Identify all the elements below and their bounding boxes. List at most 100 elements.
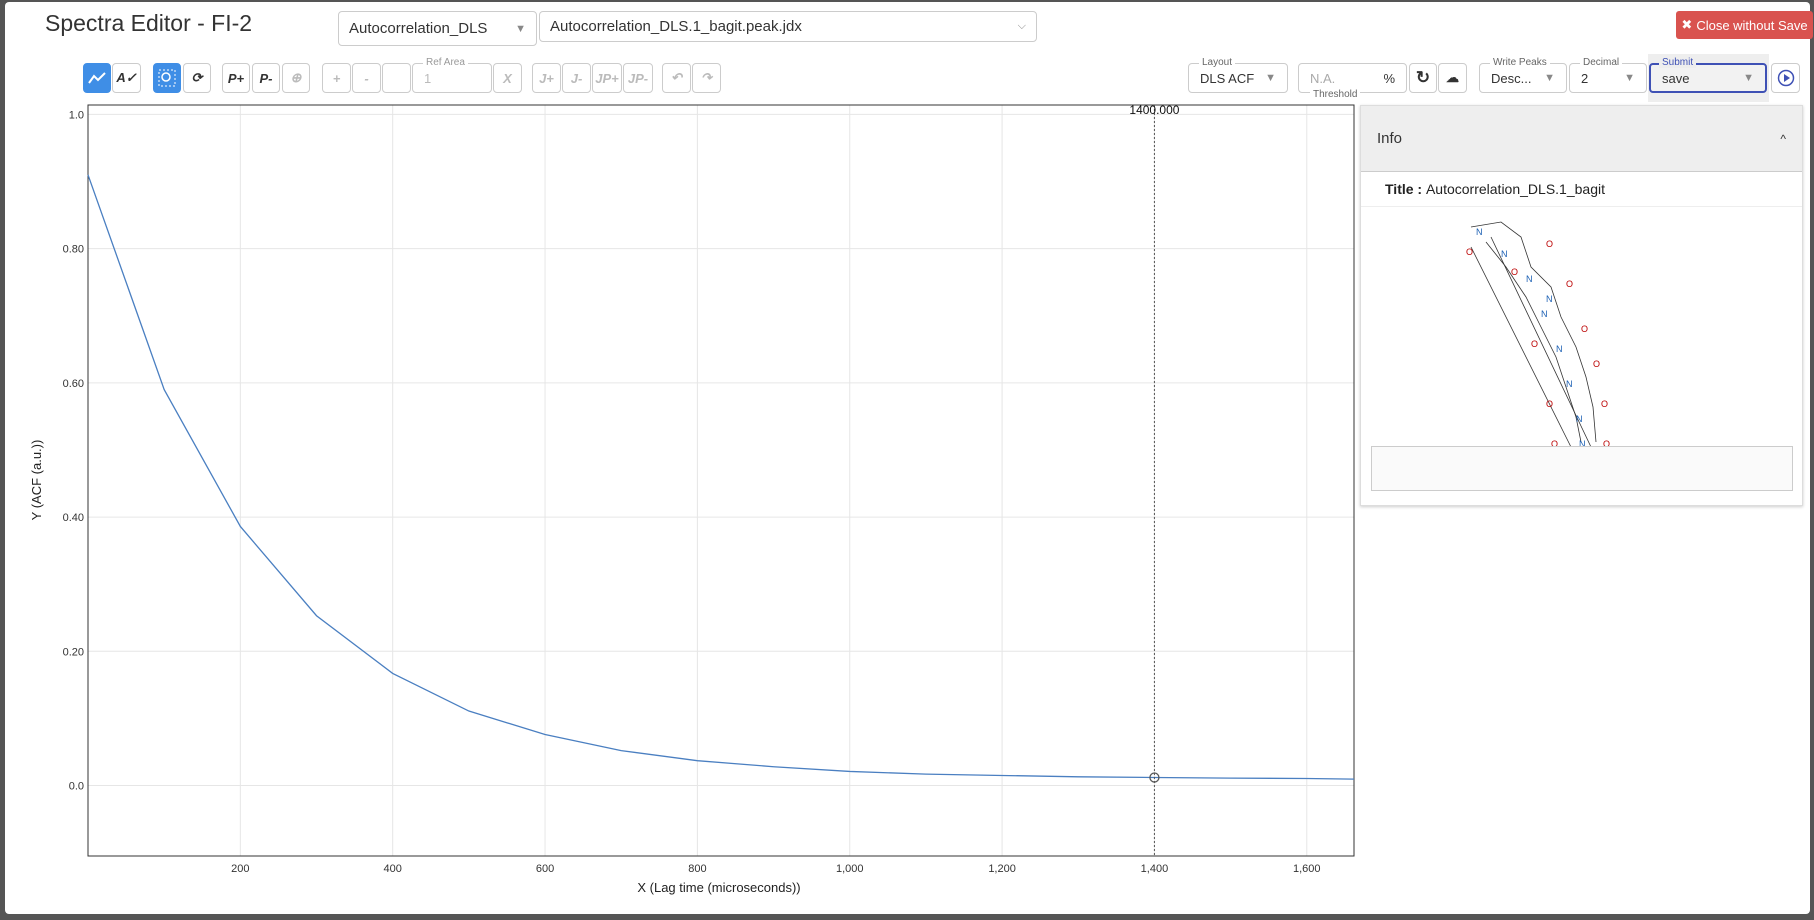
submit-select[interactable]: save ▼ Submit — [1649, 57, 1767, 93]
x-tick-label: 1,400 — [1141, 863, 1169, 875]
y-tick-label: 0.60 — [63, 378, 84, 390]
x-label: X — [503, 70, 512, 86]
x-axis-label: X (Lag time (microseconds)) — [637, 880, 800, 895]
submit-button[interactable] — [1771, 63, 1800, 93]
decimal-select[interactable]: 2 ▼ Decimal — [1569, 57, 1647, 93]
jp-add-label: JP+ — [595, 70, 619, 86]
submit-value: save — [1662, 70, 1690, 86]
caret-down-icon: ▼ — [1624, 72, 1635, 84]
y-tick-label: 1.0 — [69, 109, 84, 121]
caret-down-icon: ▼ — [1265, 72, 1276, 84]
undo-button[interactable]: ↶ — [662, 63, 691, 93]
redo-button[interactable]: ↷ — [692, 63, 721, 93]
chevron-down-icon: ⌵ — [1017, 20, 1026, 32]
svg-text:N: N — [1501, 249, 1508, 259]
integration-blank-button[interactable] — [382, 63, 411, 93]
svg-text:O: O — [1601, 399, 1608, 409]
line-chart-icon — [88, 72, 106, 84]
file-select-value: Autocorrelation_DLS.1_bagit.peak.jdx — [550, 18, 802, 35]
svg-text:O: O — [1593, 359, 1600, 369]
cursor-label: 1400.000 — [1129, 103, 1179, 117]
pin-add-button[interactable]: ⊕ — [282, 63, 310, 93]
x-tick-label: 600 — [536, 863, 554, 875]
integration-add-label: + — [332, 70, 341, 86]
zoom-reset-icon: ⟳ — [191, 70, 203, 85]
j-remove-button[interactable]: J- — [562, 63, 591, 93]
threshold-unit: % — [1383, 70, 1395, 86]
close-label: Close without Save — [1696, 17, 1808, 33]
acf-chart[interactable]: 200 400 600 800 1,000 1,200 1,400 1,600 0.0 0.20 0… — [5, 2, 1355, 907]
info-header[interactable]: Info ^ — [1361, 106, 1802, 172]
write-peaks-select[interactable]: Desc... ▼ Write Peaks — [1479, 57, 1567, 93]
integration-add-button[interactable]: + — [322, 63, 351, 93]
svg-text:N: N — [1576, 414, 1583, 424]
write-peaks-value: Desc... — [1491, 70, 1532, 86]
page-title: Spectra Editor - FI-2 — [45, 10, 253, 36]
add-peak-button[interactable]: P+ — [222, 63, 250, 93]
ref-area-label: Ref Area — [423, 57, 468, 68]
title-label: Title : — [1385, 181, 1423, 197]
info-title-row: Title : Autocorrelation_DLS.1_bagit — [1361, 172, 1802, 207]
j-add-label: J+ — [539, 70, 554, 86]
svg-text:N: N — [1546, 294, 1553, 304]
svg-text:N: N — [1541, 309, 1548, 319]
layout-select[interactable]: DLS ACF ▼ Layout — [1188, 57, 1288, 93]
integration-remove-label: - — [364, 70, 369, 86]
x-tick-label: 1,600 — [1293, 863, 1321, 875]
title-value: Autocorrelation_DLS.1_bagit — [1425, 181, 1605, 197]
svg-text:O: O — [1566, 279, 1573, 289]
spell-check-button[interactable]: A✓ — [112, 63, 141, 93]
ref-area-value: 1 — [424, 70, 432, 86]
refresh-button[interactable]: ↻ — [1409, 63, 1437, 93]
close-without-save-button[interactable]: ✖ Close without Save — [1676, 11, 1813, 39]
decimal-label: Decimal — [1580, 57, 1623, 68]
undo-icon: ↶ — [671, 70, 682, 85]
svg-text:O: O — [1466, 247, 1473, 257]
info-heading: Info — [1377, 130, 1403, 147]
y-axis-label: Y (ACF (a.u.)) — [29, 440, 44, 521]
play-circle-icon — [1777, 69, 1794, 87]
write-peaks-label: Write Peaks — [1490, 57, 1550, 68]
spectrum-select[interactable]: Autocorrelation_DLS ▼ — [338, 11, 537, 46]
j-add-button[interactable]: J+ — [532, 63, 561, 93]
submit-label: Submit — [1659, 57, 1697, 68]
integration-remove-button[interactable]: - — [352, 63, 381, 93]
cursor-point — [1149, 772, 1160, 783]
threshold-placeholder: N.A. — [1310, 70, 1336, 86]
svg-text:N: N — [1526, 274, 1533, 284]
cloud-check-button[interactable]: ☁ — [1438, 63, 1467, 93]
layout-label: Layout — [1199, 57, 1236, 68]
svg-text:N: N — [1566, 379, 1573, 389]
j-remove-label: J- — [570, 70, 583, 86]
y-tick-label: 0.80 — [63, 244, 84, 256]
svg-text:O: O — [1531, 339, 1538, 349]
caret-down-icon: ▼ — [515, 22, 526, 35]
threshold-input[interactable]: N.A.% Threshold — [1298, 63, 1407, 100]
svg-text:O: O — [1551, 439, 1558, 449]
svg-text:O: O — [1581, 324, 1588, 334]
x-tick-label: 1,200 — [988, 863, 1016, 875]
svg-text:N: N — [1579, 439, 1586, 449]
times-icon: ✖ — [1681, 17, 1693, 32]
redo-icon: ↷ — [701, 70, 712, 85]
caret-down-icon: ▼ — [1743, 72, 1754, 84]
jp-remove-label: JP- — [627, 70, 649, 86]
jp-remove-button[interactable]: JP- — [623, 63, 653, 93]
ref-area-input[interactable]: 1 Ref Area — [412, 57, 492, 93]
remove-peak-label: P- — [259, 70, 273, 86]
spell-check-icon: A✓ — [116, 70, 137, 85]
zoom-reset-button[interactable]: ⟳ — [183, 63, 211, 93]
pin-add-icon: ⊕ — [290, 70, 302, 85]
svg-text:O: O — [1546, 399, 1553, 409]
zoom-box-button[interactable] — [153, 63, 181, 93]
ref-area-clear-button[interactable]: X — [493, 63, 522, 93]
threshold-label: Threshold — [1310, 89, 1361, 100]
svg-text:N: N — [1556, 344, 1563, 354]
line-mode-button[interactable] — [83, 63, 111, 93]
remove-peak-button[interactable]: P- — [252, 63, 280, 93]
file-select[interactable]: Autocorrelation_DLS.1_bagit.peak.jdx ⌵ — [539, 11, 1037, 42]
jp-add-button[interactable]: JP+ — [592, 63, 622, 93]
info-textarea[interactable] — [1371, 446, 1793, 491]
zoom-box-icon — [158, 69, 176, 87]
x-tick-label: 1,000 — [836, 863, 864, 875]
